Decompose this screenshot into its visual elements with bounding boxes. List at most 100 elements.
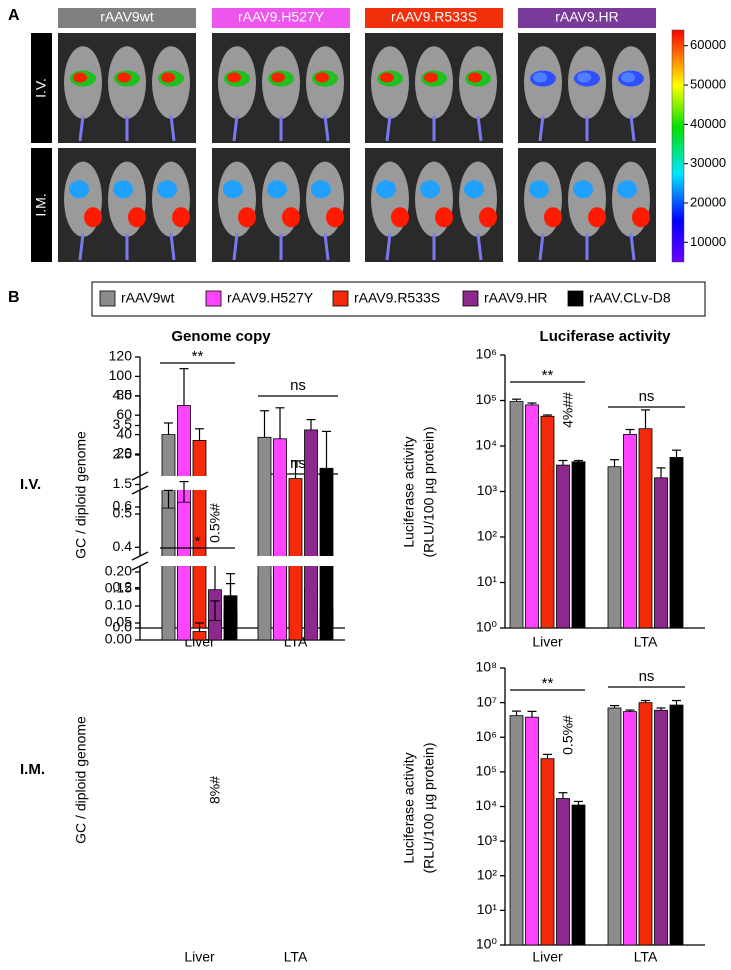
y-tick-label: 10² <box>477 866 498 882</box>
signal <box>479 207 497 228</box>
bar <box>556 464 570 629</box>
signal <box>117 72 131 83</box>
x-tick-label: LTA <box>634 634 658 650</box>
bar <box>192 631 207 641</box>
legend-swatch <box>99 290 116 307</box>
colorbar-tick-label: 30000 <box>690 155 726 170</box>
column-header <box>365 8 503 28</box>
bar-label: 8%# <box>207 776 223 804</box>
significance-label: ** <box>542 367 554 384</box>
mouse-tail <box>538 233 545 261</box>
y-tick-label: 120 <box>109 348 133 364</box>
y-tick-label: 0.15 <box>105 580 132 596</box>
legend-label: rAAV.CLv-D8 <box>589 290 671 306</box>
bar <box>607 466 622 629</box>
y-tick-label: 10⁰ <box>476 619 498 635</box>
row-header <box>31 33 52 143</box>
x-tick-label: Liver <box>532 949 563 965</box>
signal <box>533 72 547 83</box>
signal <box>588 207 606 228</box>
bar <box>509 401 524 629</box>
mouse-tail <box>476 115 483 142</box>
bar <box>623 433 637 629</box>
bar <box>623 711 637 946</box>
signal <box>311 180 331 199</box>
row-label: I.M. <box>20 761 45 778</box>
column-header <box>58 8 196 28</box>
axis-break-mark <box>131 551 149 561</box>
column-header-label: rAAV9.HR <box>555 9 619 25</box>
significance-label: ** <box>542 675 554 692</box>
y-tick-label: 10⁶ <box>476 346 497 362</box>
bar <box>223 610 238 641</box>
y-tick-label: 2.5 <box>113 446 133 462</box>
signal <box>238 207 256 228</box>
y-tick-label: 10³ <box>477 832 498 848</box>
mouse-tail <box>78 233 85 261</box>
signal <box>223 180 243 199</box>
legend-label: rAAV9.H527Y <box>227 290 314 306</box>
legend-label: rAAV9.R533S <box>354 290 440 306</box>
y-tick-label: 10¹ <box>477 901 498 917</box>
y-tick-label: 0.00 <box>105 631 132 647</box>
y-tick-label: 80 <box>116 387 132 403</box>
bar <box>509 715 524 946</box>
y-tick-label: 0.05 <box>105 614 132 630</box>
bar <box>571 804 586 946</box>
signal <box>468 72 482 83</box>
bar <box>540 415 555 629</box>
significance-label: ns <box>290 455 306 472</box>
y-tick-label: 0.2 <box>113 578 133 594</box>
bar <box>638 428 653 629</box>
mouse-tail <box>232 233 239 261</box>
signal <box>326 207 344 228</box>
panel-label: B <box>8 289 20 306</box>
colorbar-tick-label: 50000 <box>690 76 726 91</box>
bar-label: 0.5%# <box>560 715 576 755</box>
significance-label: ns <box>639 388 655 405</box>
signal <box>267 180 287 199</box>
colorbar-tick-label: 20000 <box>690 194 726 209</box>
bar <box>669 457 684 629</box>
row-label: I.V. <box>20 476 41 493</box>
y-axis-label: GC / diploid genome <box>73 431 89 559</box>
signal <box>573 180 593 199</box>
legend-box <box>91 281 706 317</box>
signal <box>632 207 650 228</box>
signal <box>621 72 635 83</box>
y-tick-label: 4.5 <box>113 387 133 403</box>
y-tick-label: 60 <box>116 406 132 422</box>
column-header-label: rAAV9.R533S <box>391 9 477 25</box>
y-tick-label: 10⁶ <box>476 728 497 744</box>
signal <box>544 207 562 228</box>
column-header <box>518 8 656 28</box>
bar <box>654 709 668 946</box>
mouse-tail <box>78 115 85 142</box>
y-tick-label: 0.20 <box>105 563 132 579</box>
signal <box>84 207 102 228</box>
y-tick-label: 10² <box>477 528 498 544</box>
y-tick-label: 20 <box>116 445 132 461</box>
column-header <box>212 8 350 28</box>
legend-swatch <box>332 290 349 307</box>
legend-swatch <box>567 290 584 307</box>
y-tick-label: 10⁰ <box>476 936 498 952</box>
mouse-tail <box>385 233 392 261</box>
chart-title: Luciferase activity <box>540 328 672 345</box>
x-tick-label: Liver <box>184 949 215 965</box>
y-tick-label: 10³ <box>477 482 498 498</box>
mouse-tail <box>169 233 176 261</box>
mouse-tail <box>538 115 545 142</box>
bar <box>571 461 586 629</box>
signal <box>157 180 177 199</box>
bar <box>669 704 684 946</box>
signal <box>128 207 146 228</box>
bar-label: 4%## <box>560 392 576 428</box>
signal <box>435 207 453 228</box>
bar <box>638 702 653 946</box>
bar <box>607 707 622 946</box>
y-tick-label: 3.5 <box>113 416 133 432</box>
row-header-label: I.V. <box>33 78 49 98</box>
y-tick-label: 10¹ <box>477 573 498 589</box>
